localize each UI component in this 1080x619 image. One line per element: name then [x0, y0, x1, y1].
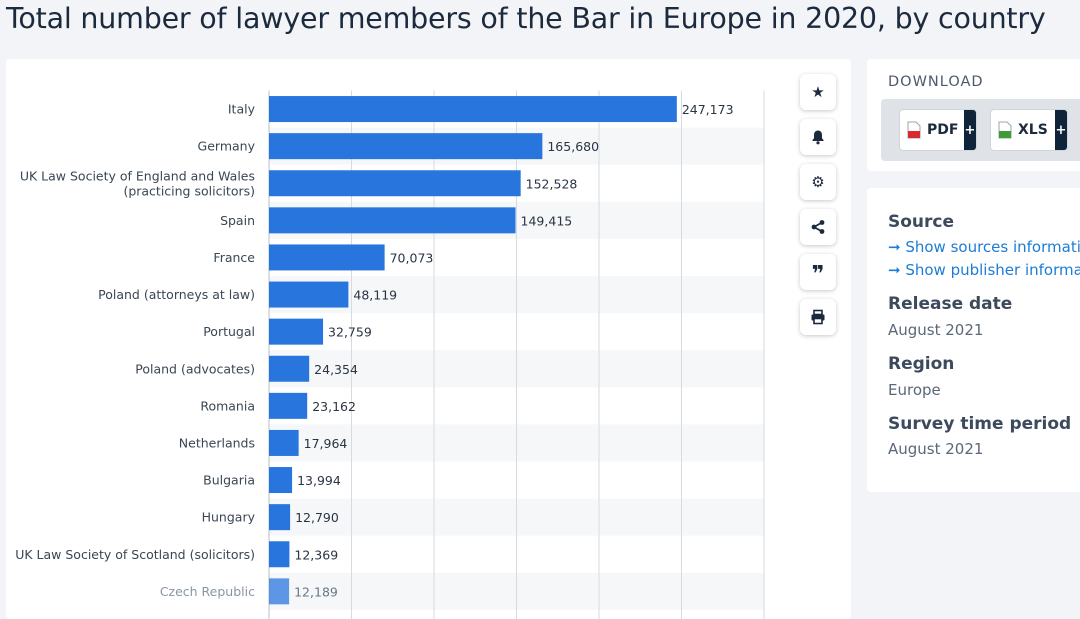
bar-value-label: 12,189 [294, 584, 338, 599]
info-card: Source ➞ Show sources information ➞ Show… [867, 188, 1080, 492]
bar [269, 541, 290, 568]
cite-button[interactable]: ❞ [800, 254, 836, 290]
download-pdf-button[interactable]: PDF + [899, 109, 977, 151]
category-label: Poland (attorneys at law) [98, 287, 255, 302]
bar-value-label: 152,528 [526, 176, 578, 191]
category-label: Italy [228, 102, 256, 117]
download-title: DOWNLOAD [888, 74, 984, 90]
share-icon [811, 220, 825, 234]
download-xls-button[interactable]: XLS + [990, 109, 1068, 151]
xls-file-icon [998, 121, 1012, 139]
bar [269, 244, 385, 271]
star-icon: ★ [811, 83, 825, 101]
bar-chart: 247,173 Italy 165,680 Germany 152,528 UK Law … [15, 90, 765, 619]
bar-value-label: 70,073 [390, 250, 434, 265]
bar-value-label: 247,173 [682, 102, 734, 117]
share-button[interactable] [800, 209, 836, 245]
category-label: France [213, 250, 255, 265]
bar [269, 207, 516, 234]
release-date-heading: Release date [888, 294, 1013, 314]
bar-value-label: 17,964 [304, 436, 348, 451]
region-value: Europe [888, 381, 941, 399]
category-label: Germany [198, 139, 256, 154]
bar [269, 133, 543, 160]
bar [269, 392, 308, 419]
category-label: Poland (advocates) [135, 361, 255, 376]
print-icon [811, 309, 825, 325]
bar-value-label: 12,369 [294, 547, 338, 562]
category-label: Bulgaria [203, 473, 255, 488]
settings-button[interactable]: ⚙ [800, 164, 836, 200]
print-button[interactable] [800, 299, 836, 335]
category-label: Romania [200, 398, 255, 413]
bar-value-label: 12,790 [295, 510, 339, 525]
show-publisher-link[interactable]: ➞ Show publisher information [888, 261, 1080, 279]
pdf-label: PDF [927, 122, 959, 138]
favorite-button[interactable]: ★ [800, 74, 836, 110]
category-label: Hungary [202, 510, 256, 525]
region-heading: Region [888, 354, 955, 374]
bell-icon [812, 130, 824, 145]
bar [269, 467, 293, 494]
survey-period-value: August 2021 [888, 440, 984, 458]
bar-value-label: 149,415 [521, 213, 573, 228]
xls-plus-icon: + [1055, 110, 1067, 150]
chart-card: 247,173 Italy 165,680 Germany 152,528 UK Law … [6, 59, 851, 619]
pdf-plus-icon: + [964, 110, 976, 150]
arrow-right-icon: ➞ [888, 261, 906, 279]
category-label: Portugal [203, 324, 255, 339]
bar [269, 96, 677, 123]
category-label: Spain [220, 213, 255, 228]
page-title: Total number of lawyer members of the Ba… [6, 2, 1046, 35]
show-sources-link[interactable]: ➞ Show sources information [888, 238, 1080, 256]
category-label: UK Law Society of England and Wales (prac… [20, 168, 255, 198]
bar [269, 281, 349, 308]
category-label: Czech Republic [160, 584, 255, 599]
source-heading: Source [888, 212, 955, 232]
category-label: UK Law Society of Scotland (solicitors) [15, 547, 255, 562]
arrow-right-icon: ➞ [888, 238, 906, 256]
gear-icon: ⚙ [811, 173, 825, 191]
bar [269, 429, 299, 456]
quote-icon: ❞ [811, 262, 825, 287]
category-label: Netherlands [179, 435, 255, 450]
bar-value-label: 13,994 [297, 473, 341, 488]
bar [269, 504, 291, 531]
xls-label: XLS [1018, 122, 1048, 138]
bar-value-label: 32,759 [328, 325, 372, 340]
download-card: DOWNLOAD PDF + XLS + [867, 59, 1080, 171]
download-tray: PDF + XLS + [881, 99, 1080, 161]
pdf-file-icon [907, 121, 921, 139]
bar [269, 318, 324, 345]
bar-value-label: 24,354 [314, 362, 358, 377]
release-date-value: August 2021 [888, 321, 984, 339]
survey-period-heading: Survey time period [888, 414, 1072, 434]
bar [269, 170, 521, 197]
bar-value-label: 48,119 [353, 288, 397, 303]
bar [269, 355, 310, 382]
bar [269, 578, 290, 605]
bar-value-label: 23,162 [312, 399, 356, 414]
bar-value-label: 165,680 [547, 139, 599, 154]
notification-button[interactable] [800, 119, 836, 155]
